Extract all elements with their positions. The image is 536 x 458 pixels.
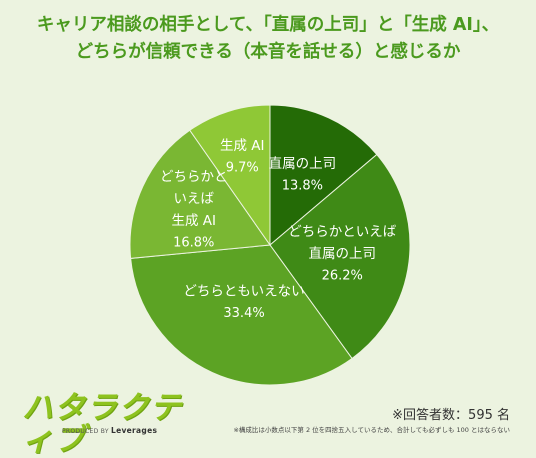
pie-slice [189, 104, 271, 247]
logo-text: ハタラクティブ [22, 390, 182, 458]
slice-category-label: どちらかと [160, 169, 228, 185]
slice-category-label: 直属の上司 [309, 246, 377, 262]
pie-slice [269, 153, 411, 360]
slice-category-label: どちらともいえない [183, 283, 304, 299]
pie-slice [129, 129, 271, 259]
slice-value-label: 16.8% [173, 235, 214, 250]
slice-value-label: 33.4% [223, 306, 264, 321]
title-line-2: どちらが信頼できる（本音を話せる）と感じるか [75, 42, 461, 62]
slice-value-label: 9.7% [226, 160, 259, 175]
produced-by: PRODUCED BY Leverages [62, 426, 157, 435]
slice-value-label: 26.2% [322, 268, 363, 283]
pie-slice [130, 244, 353, 386]
title-line-1: キャリア相談の相手として、「直属の上司」と「生成 AI」、 [36, 15, 500, 35]
slice-category-label: どちらかといえば [288, 224, 396, 240]
company-name: Leverages [111, 426, 158, 435]
slice-category-label: 生成 AI [220, 138, 265, 154]
hataractive-logo: ハタラクティブ [22, 392, 182, 456]
respondent-count: ※回答者数：595 名 [392, 408, 510, 423]
pie-slice [269, 104, 378, 247]
slice-category-label: いえば [173, 191, 214, 207]
slice-value-label: 13.8% [282, 179, 323, 194]
chart-title: キャリア相談の相手として、「直属の上司」と「生成 AI」、 どちらが信頼できる（… [0, 12, 536, 66]
slice-category-label: 直属の上司 [269, 156, 337, 172]
produced-by-label: PRODUCED BY [62, 428, 109, 435]
rounding-note: ※構成比は小数点以下第 2 位を四捨五入しているため、合計しても必ずしも 100… [233, 426, 510, 434]
slice-category-label: 生成 AI [171, 213, 216, 229]
